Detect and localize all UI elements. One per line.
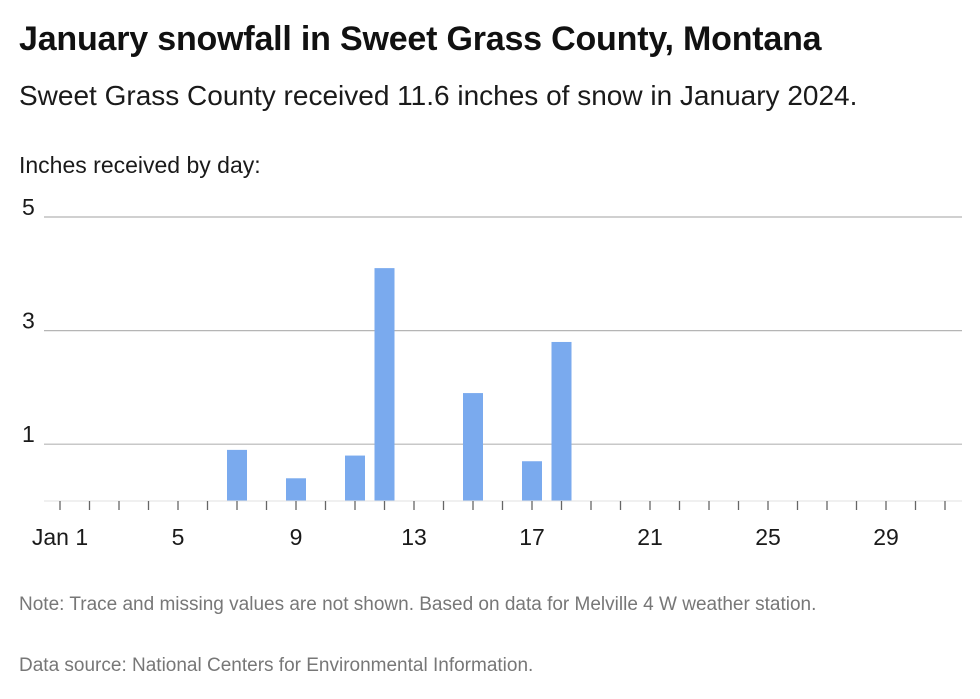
bar-day-9 [286, 478, 306, 501]
chart-title: January snowfall in Sweet Grass County, … [19, 20, 822, 58]
x-tick-label: 25 [755, 524, 781, 550]
bar-day-7 [227, 449, 247, 501]
chart-note: Note: Trace and missing values are not s… [19, 594, 817, 615]
chart-subtitle: Sweet Grass County received 11.6 inches … [19, 80, 858, 111]
x-tick-label: Jan 1 [32, 524, 88, 550]
bars [227, 268, 572, 501]
x-tick-label: 17 [519, 524, 545, 550]
snowfall-bar-chart: 135 Jan 1 5 9 13 17 21 25 29 [22, 194, 962, 550]
bar-day-15 [463, 393, 483, 501]
x-tick-label: 21 [637, 524, 663, 550]
y-axis-label: Inches received by day: [19, 152, 261, 178]
y-tick-label: 1 [22, 421, 35, 447]
x-tick-label: 29 [873, 524, 899, 550]
bar-day-11 [345, 455, 365, 501]
bar-day-18 [551, 341, 572, 501]
bar-day-17 [522, 461, 542, 501]
data-source: Data source: National Centers for Enviro… [19, 655, 534, 676]
x-tick-label: 9 [290, 524, 303, 550]
x-axis: Jan 1 5 9 13 17 21 25 29 [32, 500, 962, 550]
x-tick-label: 5 [172, 524, 185, 550]
bar-day-12 [374, 268, 395, 501]
x-tick-label: 13 [401, 524, 427, 550]
y-tick-label: 5 [22, 194, 35, 220]
gridlines: 1 3 5 [22, 194, 962, 447]
y-tick-label: 3 [22, 308, 35, 334]
